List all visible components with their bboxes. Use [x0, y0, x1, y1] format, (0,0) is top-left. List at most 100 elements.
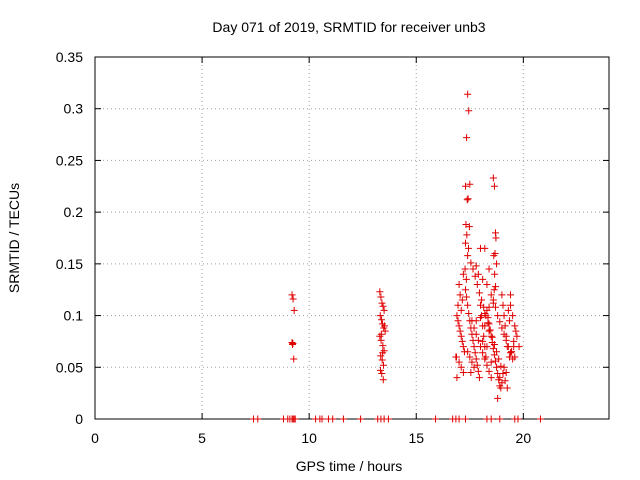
- data-point: [490, 182, 498, 190]
- data-point: [496, 374, 504, 382]
- data-point: [491, 270, 499, 278]
- data-point: [465, 244, 473, 252]
- x-axis-label: GPS time / hours: [296, 458, 403, 474]
- data-point: [377, 336, 385, 344]
- data-point: [487, 332, 495, 340]
- data-point: [461, 265, 469, 273]
- data-point: [485, 320, 493, 328]
- data-point: [509, 312, 517, 320]
- data-point: [289, 295, 297, 303]
- data-point: [472, 262, 480, 270]
- data-point: [474, 336, 482, 344]
- data-point: [456, 291, 464, 299]
- data-point: [432, 415, 440, 423]
- data-point: [490, 252, 498, 260]
- y-tick-label: 0.1: [64, 308, 84, 324]
- data-point: [380, 306, 388, 314]
- data-point: [457, 363, 465, 371]
- data-point: [463, 196, 471, 204]
- data-point: [466, 180, 474, 188]
- data-point: [481, 355, 489, 363]
- data-point: [472, 317, 480, 325]
- data-point: [490, 286, 498, 294]
- data-point: [474, 270, 482, 278]
- plot-frame: [94, 56, 610, 420]
- data-point: [497, 384, 505, 392]
- data-point: [498, 379, 506, 387]
- data-point: [499, 301, 507, 309]
- data-point: [470, 343, 478, 351]
- data-point: [479, 349, 487, 357]
- data-point: [489, 174, 497, 182]
- data-point: [379, 376, 387, 384]
- data-point: [502, 368, 510, 376]
- data-point: [483, 281, 491, 289]
- data-point: [470, 363, 478, 371]
- data-point: [473, 281, 481, 289]
- data-point: [464, 195, 472, 203]
- data-point: [506, 349, 514, 357]
- data-point: [487, 358, 495, 366]
- data-point: [463, 134, 471, 142]
- chart-title: Day 071 of 2019, SRMTID for receiver unb…: [212, 19, 485, 35]
- y-tick-label: 0.25: [56, 152, 83, 168]
- data-point: [454, 317, 462, 325]
- data-point: [500, 312, 508, 320]
- data-point: [490, 341, 498, 349]
- data-point: [462, 275, 470, 283]
- data-point: [488, 333, 496, 341]
- data-point: [381, 327, 389, 335]
- data-point: [379, 342, 387, 350]
- data-point: [479, 337, 487, 345]
- data-point: [487, 415, 495, 423]
- data-point: [504, 306, 512, 314]
- data-point: [384, 415, 392, 423]
- data-point: [376, 312, 384, 320]
- data-point: [485, 303, 493, 311]
- data-point: [498, 324, 506, 332]
- data-point: [290, 306, 298, 314]
- data-point: [502, 336, 510, 344]
- data-point: [377, 293, 385, 301]
- data-point: [462, 286, 470, 294]
- data-point: [500, 363, 508, 371]
- data-point: [505, 317, 513, 325]
- x-tick-label: 10: [301, 430, 317, 446]
- data-point: [485, 327, 493, 335]
- data-point: [511, 322, 519, 330]
- y-tick-label: 0.2: [64, 204, 84, 220]
- data-point: [503, 384, 511, 392]
- y-tick-label: 0: [75, 411, 83, 427]
- data-point: [379, 361, 387, 369]
- y-tick-label: 0.15: [56, 256, 83, 272]
- data-point: [464, 348, 472, 356]
- data-point: [465, 107, 473, 115]
- data-point: [486, 326, 494, 334]
- data-point: [458, 337, 466, 345]
- data-point: [462, 239, 470, 247]
- data-point: [377, 352, 385, 360]
- data-point: [481, 310, 489, 318]
- data-point: [379, 302, 387, 310]
- data-point: [455, 281, 463, 289]
- data-point: [506, 291, 514, 299]
- data-point: [462, 182, 470, 190]
- data-point: [500, 330, 508, 338]
- data-point: [465, 223, 473, 231]
- data-point: [378, 356, 386, 364]
- data-point: [489, 345, 497, 353]
- data-point: [254, 415, 262, 423]
- data-point: [453, 312, 461, 320]
- data-point: [506, 301, 514, 309]
- data-point: [493, 363, 501, 371]
- data-point: [496, 415, 504, 423]
- grid: [95, 57, 609, 419]
- data-point: [536, 415, 544, 423]
- data-point: [458, 296, 466, 304]
- data-point: [511, 353, 519, 361]
- data-point: [497, 362, 505, 370]
- data-point: [456, 327, 464, 335]
- data-point: [498, 291, 506, 299]
- data-point: [469, 265, 477, 273]
